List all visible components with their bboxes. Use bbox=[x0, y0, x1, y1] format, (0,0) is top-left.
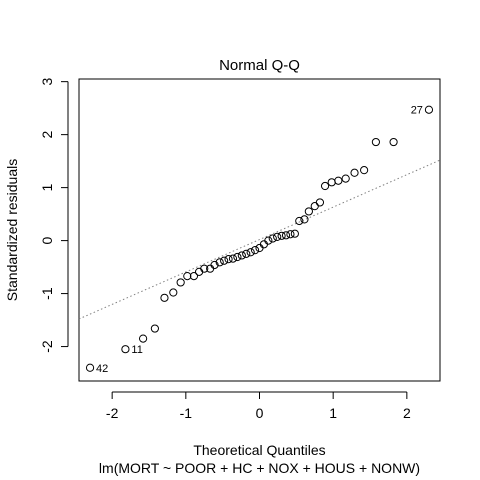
data-point-6 bbox=[176, 278, 185, 287]
x-tick-label-2: 0 bbox=[256, 405, 264, 421]
data-point-25 bbox=[268, 234, 277, 243]
x-axis-label: Theoretical Quantiles bbox=[193, 442, 325, 458]
data-point-28 bbox=[281, 231, 291, 240]
data-point-10 bbox=[200, 264, 209, 273]
data-point-29 bbox=[286, 230, 295, 239]
data-point-8 bbox=[189, 271, 199, 281]
data-point-39 bbox=[341, 174, 350, 183]
data-point-36 bbox=[320, 181, 330, 191]
data-point-18 bbox=[237, 251, 246, 260]
data-point-31 bbox=[295, 216, 304, 226]
y-tick-label-4: 2 bbox=[39, 131, 55, 139]
data-point-37 bbox=[327, 178, 336, 187]
data-point-41 bbox=[360, 166, 369, 175]
point-labels-group: 42 11 27 bbox=[96, 105, 423, 375]
data-point-27 bbox=[277, 231, 286, 240]
data-point-16 bbox=[228, 254, 238, 263]
data-point-24 bbox=[264, 236, 273, 245]
data-point-17 bbox=[233, 252, 242, 262]
data-point-12 bbox=[210, 260, 219, 270]
data-point-40 bbox=[350, 168, 359, 177]
y-tick-label-5: 3 bbox=[39, 78, 55, 86]
point-label-27: 27 bbox=[411, 105, 423, 117]
plot-frame bbox=[78, 78, 441, 382]
points-group bbox=[85, 105, 434, 372]
data-point-35 bbox=[315, 198, 325, 207]
data-point-23 bbox=[259, 240, 269, 249]
data-point-0 bbox=[85, 363, 95, 372]
y-tick-label-1: -1 bbox=[39, 287, 55, 300]
data-point-43 bbox=[389, 137, 398, 147]
x-tick-label-3: 1 bbox=[329, 405, 337, 421]
data-point-42 bbox=[371, 137, 381, 147]
x-tick-label-1: -1 bbox=[180, 405, 193, 421]
data-point-30 bbox=[290, 229, 299, 238]
data-point-44 bbox=[424, 105, 434, 114]
data-point-34 bbox=[310, 202, 319, 211]
data-point-21 bbox=[250, 246, 260, 255]
x-tick-label-4: 2 bbox=[403, 405, 411, 421]
data-point-13 bbox=[215, 258, 224, 267]
model-formula-subtitle: lm(MORT ~ POOR + HC + NOX + HOUS + NONW) bbox=[99, 460, 420, 476]
qq-reference-line bbox=[78, 159, 441, 320]
y-axis-label: Standardized residuals bbox=[4, 159, 20, 301]
reference-line-group bbox=[78, 159, 441, 320]
data-point-15 bbox=[224, 255, 233, 264]
y-axis: -2 -1 0 1 2 3 bbox=[39, 78, 69, 353]
point-label-42: 42 bbox=[96, 363, 108, 375]
data-point-33 bbox=[304, 207, 313, 216]
data-point-2 bbox=[138, 334, 148, 343]
y-tick-label-0: -2 bbox=[39, 340, 55, 353]
data-point-20 bbox=[246, 248, 255, 257]
data-point-26 bbox=[273, 232, 282, 241]
x-tick-label-0: -2 bbox=[106, 405, 119, 421]
data-point-19 bbox=[242, 249, 251, 258]
data-point-3 bbox=[150, 324, 159, 333]
data-point-9 bbox=[194, 267, 204, 276]
data-point-5 bbox=[169, 288, 178, 297]
y-tick-label-2: 0 bbox=[39, 236, 55, 244]
point-label-11: 11 bbox=[131, 344, 142, 356]
data-point-7 bbox=[183, 271, 192, 281]
data-point-22 bbox=[255, 243, 264, 253]
data-point-38 bbox=[334, 176, 343, 185]
data-point-1 bbox=[121, 345, 130, 354]
chart-title: Normal Q-Q bbox=[219, 57, 300, 74]
data-point-14 bbox=[220, 256, 229, 265]
y-tick-label-3: 1 bbox=[39, 184, 55, 192]
x-axis: -2 -1 0 1 2 bbox=[106, 391, 411, 421]
data-point-4 bbox=[160, 293, 169, 302]
data-point-32 bbox=[300, 215, 309, 224]
